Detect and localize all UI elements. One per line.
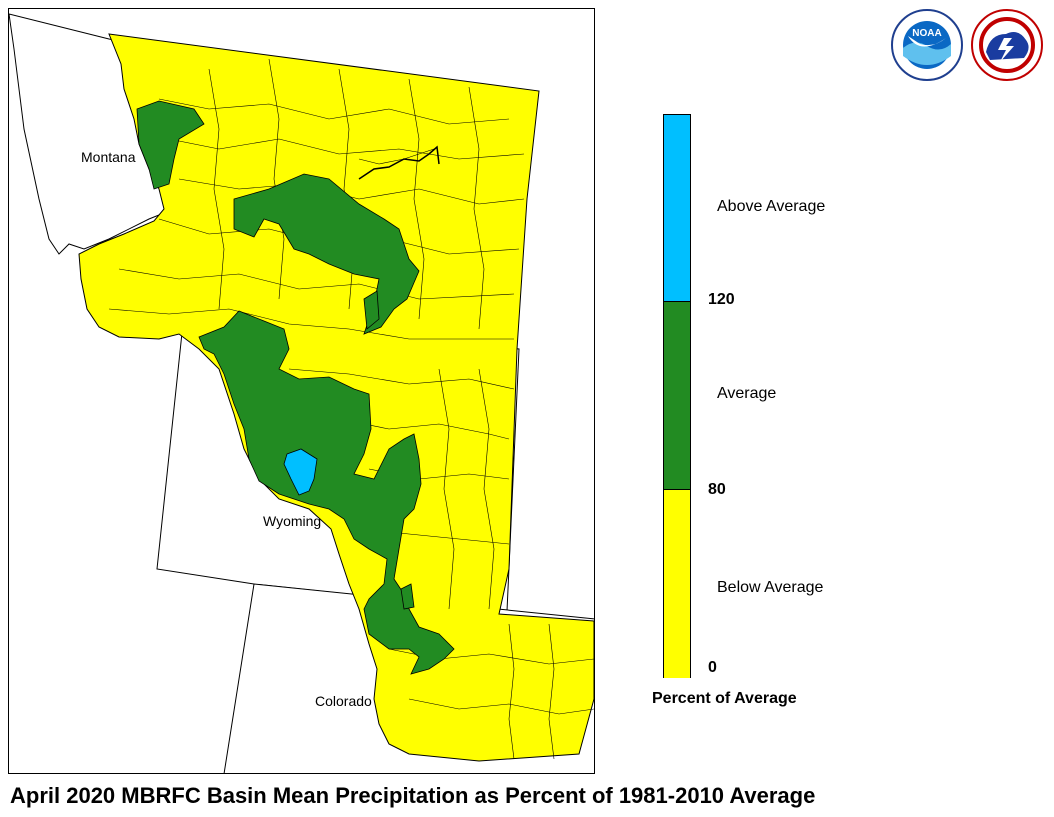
legend-label-below: Below Average [717, 579, 824, 596]
state-label-colorado: Colorado [315, 693, 372, 709]
legend-swatch-below [664, 489, 690, 678]
nws-logo [971, 9, 1043, 81]
legend-swatch-above [664, 115, 690, 301]
legend-label-above: Above Average [717, 198, 826, 215]
above-average-region [283, 448, 318, 496]
river-line [358, 145, 440, 180]
legend-tick-120: 120 [708, 291, 735, 308]
average-regions [136, 100, 455, 675]
basin-map [9, 13, 594, 773]
state-label-wyoming: Wyoming [263, 513, 322, 529]
map-title: April 2020 MBRFC Basin Mean Precipitatio… [10, 783, 816, 808]
noaa-logo: NOAA [891, 9, 963, 81]
legend-tick-0: 0 [708, 659, 717, 676]
legend-tick-80: 80 [708, 481, 726, 498]
noaa-logo-text: NOAA [912, 28, 941, 39]
state-label-montana: Montana [81, 149, 136, 165]
legend-title: Percent of Average [652, 690, 797, 707]
legend-swatch-average [664, 301, 690, 490]
legend-color-bar [663, 114, 691, 678]
map-panel: Montana Wyoming Colorado [8, 8, 595, 774]
legend-label-average: Average [717, 385, 777, 402]
